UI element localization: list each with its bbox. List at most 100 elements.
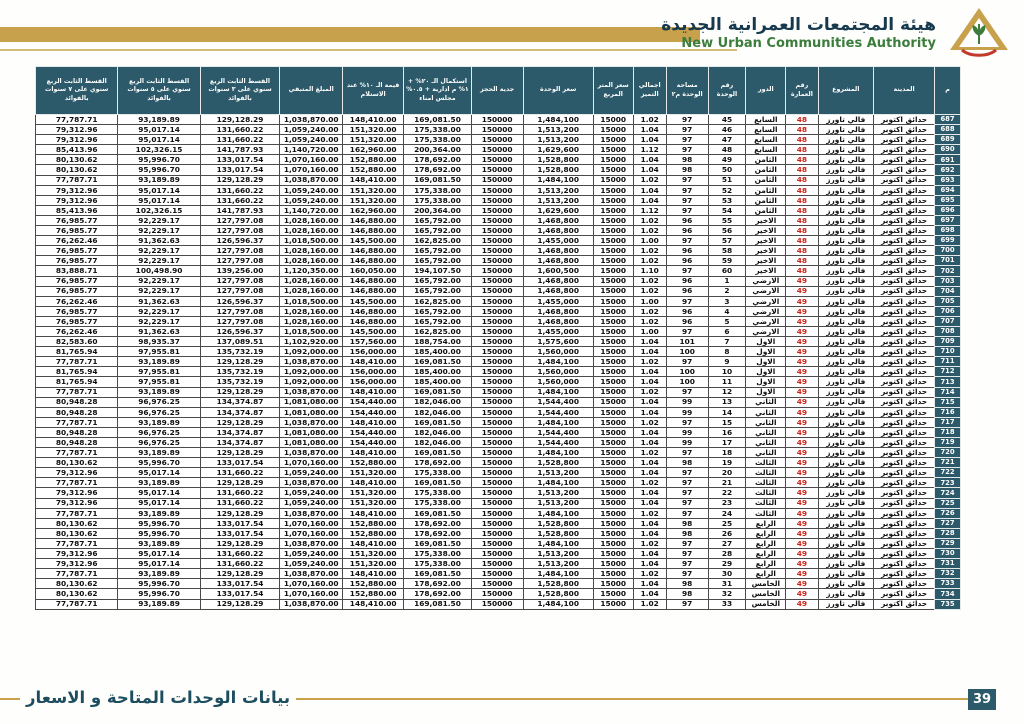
meter_price-cell: 15000 — [592, 487, 634, 499]
meter_price-cell: 15000 — [592, 285, 634, 297]
installment_3y-cell: 127,797.08 — [199, 275, 281, 287]
completion_20-cell: 200,364.00 — [403, 144, 472, 156]
remaining-cell: 1,059,240.00 — [279, 184, 344, 196]
building-cell: 48 — [785, 134, 819, 146]
project-cell: فالي تاورز — [817, 416, 875, 428]
installment_3y-cell: 133,017.54 — [199, 457, 281, 469]
project-cell: فالي تاورز — [817, 295, 875, 307]
value_10-cell: 152,880.00 — [342, 588, 405, 600]
completion_20-cell: 175,338.00 — [403, 497, 472, 509]
installment_5y-cell: 93,189.89 — [117, 386, 201, 398]
table-row: 698 حدائق اكتوبر فالي تاورز 48 الاخير 56 96 1.0… — [34, 225, 961, 237]
installment_7y-cell: 76,262.46 — [34, 295, 119, 307]
unit_price-cell: 1,629,600 — [522, 204, 594, 216]
floor-cell: الثاني — [745, 447, 787, 459]
city-cell: حدائق اكتوبر — [873, 144, 936, 156]
city-cell: حدائق اكتوبر — [873, 315, 936, 327]
premium-cell: 1.02 — [632, 315, 667, 327]
premium-cell: 1.00 — [632, 235, 667, 247]
footer-gold-dash — [0, 698, 20, 700]
reservation-cell: 150000 — [470, 245, 524, 257]
floor-cell: الخامس — [745, 578, 787, 590]
value_10-cell: 151,320.00 — [342, 487, 405, 499]
meter_price-cell: 15000 — [592, 426, 634, 439]
area-cell: 99 — [665, 436, 709, 449]
installment_7y-cell: 77,787.71 — [34, 568, 119, 580]
value_10-cell: 152,880.00 — [342, 457, 405, 469]
nuca-logo-icon — [950, 8, 1008, 57]
completion_20-cell: 185,400.00 — [403, 376, 472, 388]
value_10-cell: 146,880.00 — [342, 245, 405, 257]
city-cell: حدائق اكتوبر — [873, 376, 936, 388]
building-cell: 49 — [785, 325, 819, 338]
city-cell: حدائق اكتوبر — [873, 194, 936, 206]
building-cell: 49 — [785, 426, 819, 439]
remaining-cell: 1,059,240.00 — [279, 467, 344, 479]
installment_3y-cell: 133,017.54 — [199, 154, 281, 166]
serial-cell: 730 — [934, 548, 961, 560]
city-cell: حدائق اكتوبر — [873, 517, 936, 529]
installment_7y-cell: 80,130.62 — [34, 578, 119, 590]
installment_5y-cell: 97,955.81 — [117, 376, 201, 388]
building-cell: 49 — [785, 386, 819, 398]
installment_7y-cell: 79,312.96 — [34, 134, 119, 146]
installment_5y-cell: 102,326.15 — [117, 144, 201, 156]
meter_price-cell: 15000 — [592, 154, 634, 166]
table-row: 690 حدائق اكتوبر فالي تاورز 48 السابع 48 97 1.1… — [34, 144, 961, 156]
unit_price-cell: 1,484,100 — [522, 447, 594, 459]
installment_3y-cell: 129,128.29 — [199, 174, 281, 186]
building-cell: 49 — [785, 507, 819, 519]
project-cell: فالي تاورز — [817, 305, 875, 317]
remaining-cell: 1,070,160.00 — [279, 164, 344, 176]
meter_price-cell: 15000 — [592, 295, 634, 307]
reservation-cell: 150000 — [470, 436, 524, 449]
reservation-cell: 150000 — [470, 295, 524, 307]
table-row: 718 حدائق اكتوبر فالي تاورز 49 الثاني 16 99 1.0… — [34, 426, 961, 439]
city-cell: حدائق اكتوبر — [873, 134, 936, 146]
meter_price-cell: 15000 — [592, 366, 634, 378]
floor-cell: الثاني — [745, 436, 787, 449]
project-cell: فالي تاورز — [817, 174, 875, 186]
installment_7y-cell: 81,765.94 — [34, 376, 119, 388]
city-cell: حدائق اكتوبر — [873, 457, 936, 469]
completion_20-cell: 169,081.50 — [403, 507, 472, 519]
value_10-cell: 145,500.00 — [342, 235, 405, 247]
unit-cell: 47 — [707, 134, 747, 146]
floor-cell: الارضي — [745, 275, 787, 287]
installment_7y-cell: 76,985.77 — [34, 315, 119, 327]
meter_price-cell: 15000 — [592, 356, 634, 368]
meter_price-cell: 15000 — [592, 325, 634, 338]
value_10-cell: 146,880.00 — [342, 275, 405, 287]
meter_price-cell: 15000 — [592, 305, 634, 317]
unit_price-cell: 1,528,800 — [522, 527, 594, 539]
table-row: 734 حدائق اكتوبر فالي تاورز 49 الخامس 32 98 1.0… — [34, 588, 961, 600]
building-cell: 49 — [785, 305, 819, 317]
unit-cell: 54 — [707, 204, 747, 216]
header-gold-thinline — [0, 49, 737, 51]
installment_5y-cell: 93,189.89 — [117, 507, 201, 519]
building-cell: 49 — [785, 497, 819, 509]
reservation-cell: 150000 — [470, 225, 524, 237]
remaining-cell: 1,102,920.00 — [279, 336, 344, 348]
building-cell: 49 — [785, 477, 819, 489]
building-cell: 49 — [785, 315, 819, 327]
building-cell: 48 — [785, 225, 819, 237]
city-cell: حدائق اكتوبر — [873, 225, 936, 237]
project-cell: فالي تاورز — [817, 436, 875, 449]
installment_7y-cell: 77,787.71 — [34, 356, 119, 368]
city-cell: حدائق اكتوبر — [873, 305, 936, 317]
installment_3y-cell: 131,660.22 — [199, 497, 281, 509]
installment_5y-cell: 102,326.15 — [117, 204, 201, 216]
unit_price-cell: 1,484,100 — [522, 174, 594, 186]
remaining-cell: 1,038,870.00 — [279, 113, 344, 126]
value_10-cell: 151,320.00 — [342, 548, 405, 560]
premium-cell: 1.10 — [632, 265, 667, 277]
completion_20-cell: 175,338.00 — [403, 134, 472, 146]
installment_3y-cell: 133,017.54 — [199, 578, 281, 590]
remaining-cell: 1,140,720.00 — [279, 204, 344, 216]
installment_3y-cell: 131,660.22 — [199, 134, 281, 146]
installment_3y-cell: 133,017.54 — [199, 164, 281, 176]
project-cell: فالي تاورز — [817, 235, 875, 247]
building-cell: 48 — [785, 154, 819, 166]
remaining-cell: 1,018,500.00 — [279, 235, 344, 247]
